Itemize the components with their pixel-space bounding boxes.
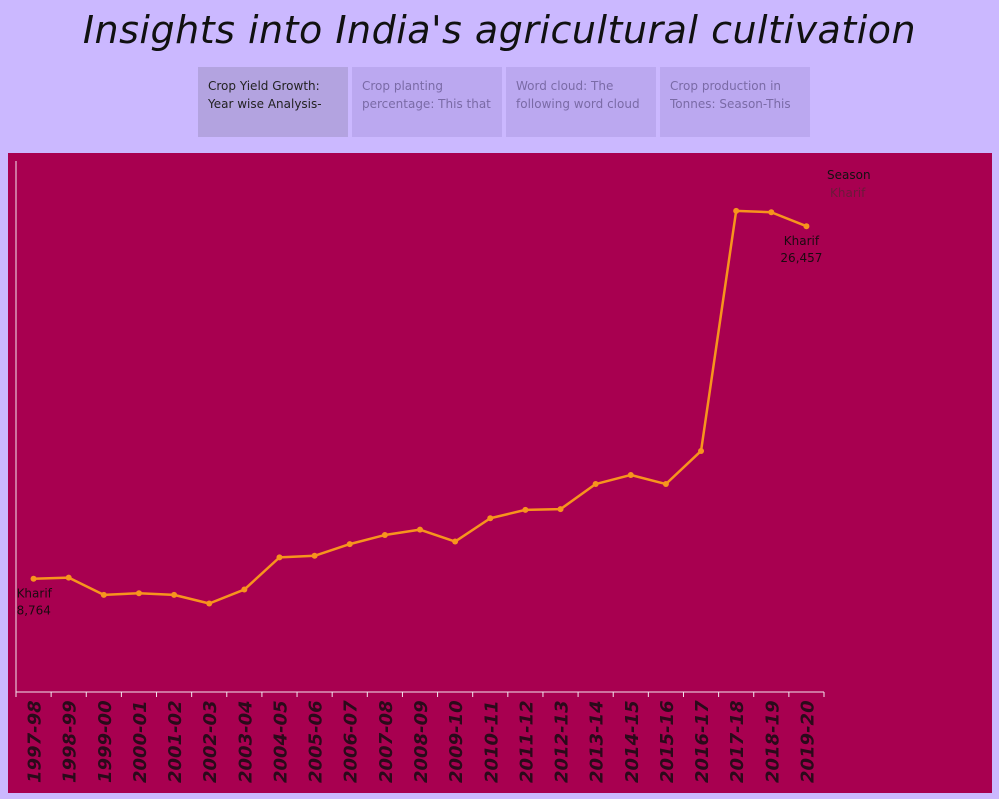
- series-line-kharif: [33, 209, 807, 605]
- x-tick-label: 2015-16: [657, 700, 678, 783]
- data-point: [346, 541, 353, 548]
- data-point: [65, 574, 72, 581]
- annotation-value: 8,764: [17, 604, 51, 618]
- x-tick-label: 2010-11: [481, 700, 502, 783]
- data-point: [381, 532, 388, 539]
- data-point: [135, 590, 142, 597]
- data-point: [171, 591, 178, 598]
- annotation-value: 26,457: [780, 251, 822, 265]
- story-point-word-cloud[interactable]: Word cloud: The following word cloud ..: [506, 67, 656, 137]
- data-point: [417, 526, 423, 533]
- x-tick-label: 2003-04: [235, 700, 256, 783]
- x-tick-label: 2006-07: [341, 700, 362, 783]
- data-point: [100, 591, 107, 598]
- x-tick-label: 2014-15: [622, 700, 643, 783]
- story-point-yield-growth[interactable]: Crop Yield Growth: Year wise Analysis-Th…: [198, 67, 348, 137]
- x-tick-label: 2005-06: [306, 700, 327, 783]
- x-tick-label: 2004-05: [270, 700, 291, 783]
- data-point: [662, 481, 669, 488]
- x-tick-label: 2017-18: [727, 700, 748, 783]
- story-point-crop-production[interactable]: Crop production in Tonnes: Season-This .…: [660, 67, 810, 137]
- x-tick-label: 2011-12: [516, 700, 537, 783]
- data-point: [768, 209, 775, 216]
- story-point-planting-percentage[interactable]: Crop planting percentage: This that ..: [352, 67, 502, 137]
- data-point: [698, 447, 705, 454]
- x-tick-label: 2018-19: [762, 700, 783, 783]
- data-point: [276, 554, 283, 561]
- data-point: [557, 506, 564, 513]
- x-tick-label: 2008-09: [411, 700, 432, 783]
- story-point-caption: Crop planting percentage: This that ..: [362, 79, 491, 111]
- story-navigator: Crop Yield Growth: Year wise Analysis-Th…: [198, 67, 810, 137]
- data-point: [592, 481, 599, 488]
- line-chart: 1997-98 1998-99 1999-00 2000-01 2001-02 2002-…: [15, 161, 825, 783]
- x-tick-label: 2000-01: [130, 700, 151, 783]
- data-point: [452, 538, 459, 545]
- data-point: [803, 223, 810, 230]
- data-point: [627, 471, 634, 478]
- x-tick-label: 2012-13: [552, 700, 573, 783]
- x-tick-label: 2001-02: [165, 700, 186, 783]
- data-point: [206, 600, 213, 607]
- data-point: [522, 506, 529, 513]
- story-point-caption: Crop Yield Growth: Year wise Analysis-Th…: [208, 79, 322, 111]
- data-point: [733, 207, 740, 214]
- data-point: [241, 586, 248, 593]
- x-tick-label: 2013-14: [587, 700, 608, 783]
- legend-item-kharif[interactable]: Kharif: [830, 186, 866, 200]
- story-point-caption: Word cloud: The following word cloud ..: [516, 79, 640, 111]
- x-tick-label: 1998-99: [60, 700, 81, 783]
- annotation-label: Kharif: [784, 234, 820, 248]
- x-tick-label: 1997-98: [25, 700, 46, 783]
- x-tick-label: 2019-20: [797, 700, 818, 783]
- chart-panel: 1997-98 1998-99 1999-00 2000-01 2001-02 2002-…: [8, 153, 992, 793]
- page-title: Insights into India's agricultural culti…: [82, 8, 917, 52]
- x-tick-label: 2007-08: [376, 700, 397, 783]
- annotation-label: Kharif: [17, 587, 53, 601]
- x-tick-label: 2016-17: [692, 700, 713, 783]
- legend-title: Season: [827, 168, 871, 182]
- story-point-caption: Crop production in Tonnes: Season-This .…: [670, 79, 791, 111]
- x-tick-label: 2002-03: [200, 700, 221, 783]
- x-tick-label: 2009-10: [446, 700, 467, 783]
- data-point: [311, 552, 318, 559]
- x-tick-label: 1999-00: [95, 700, 116, 783]
- data-point: [487, 515, 494, 522]
- data-point: [30, 575, 37, 582]
